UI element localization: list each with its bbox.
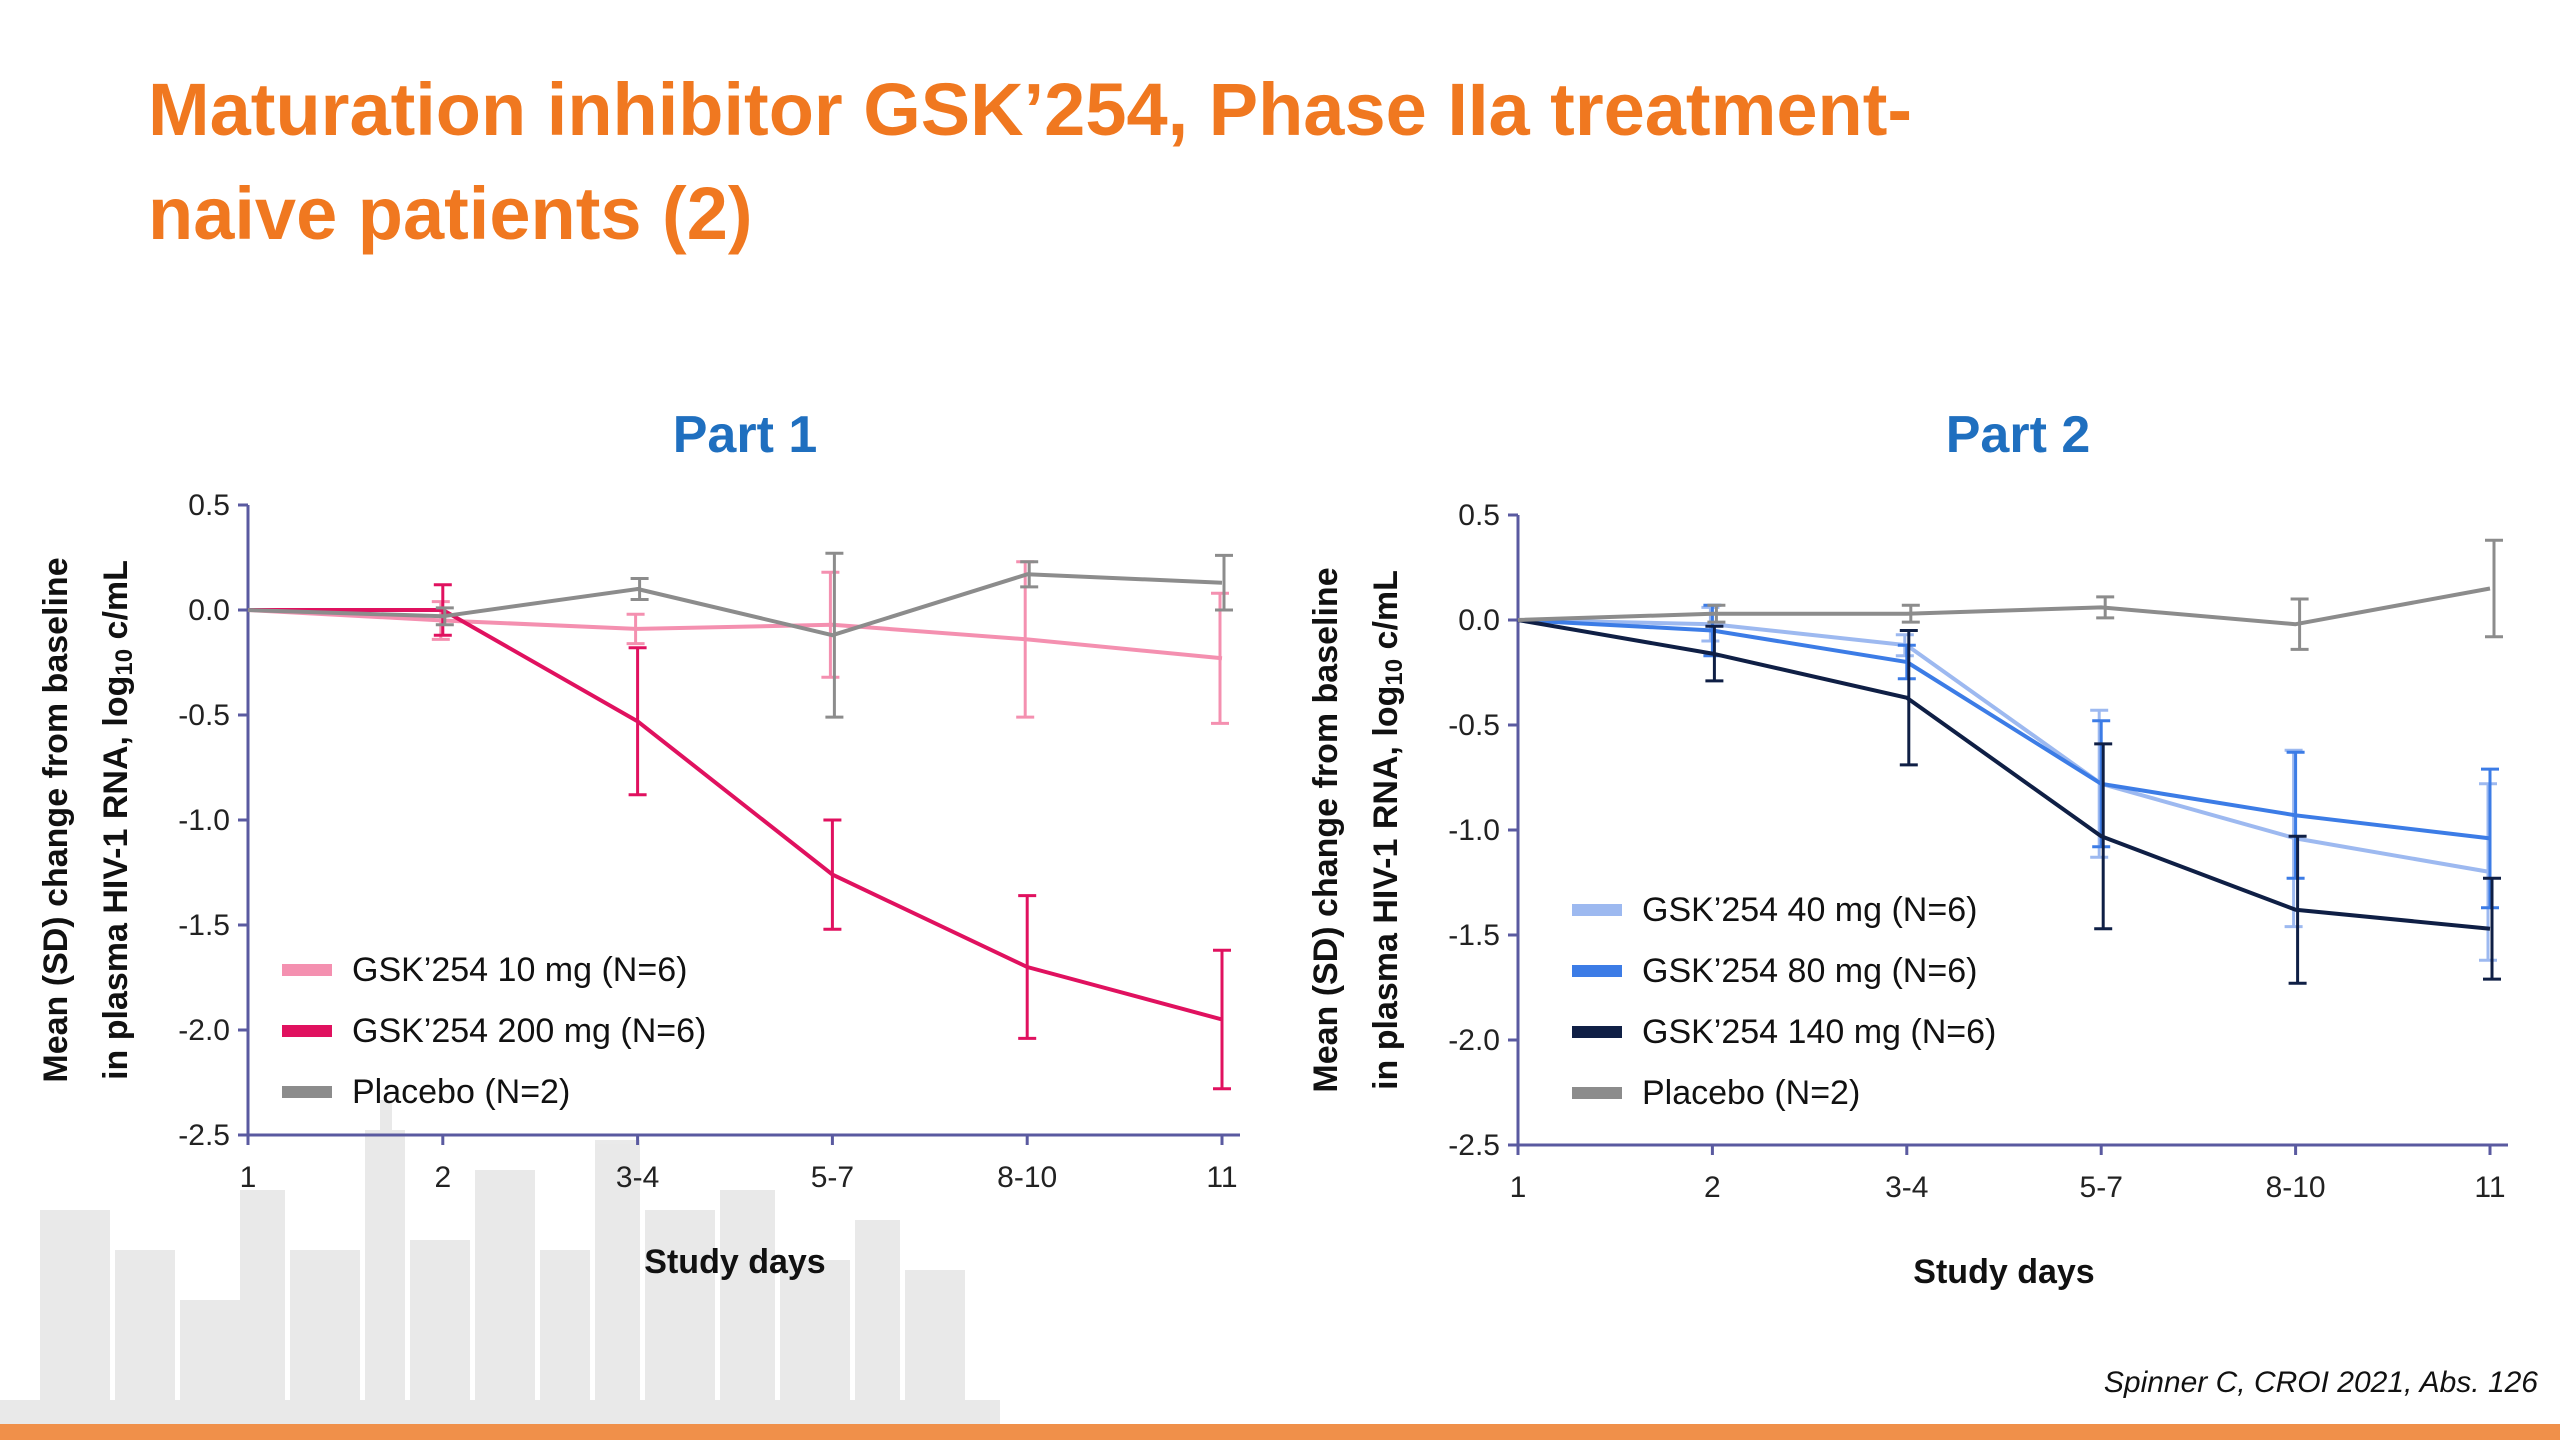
series-4 (1517, 538, 2503, 651)
y-axis-label-line1: Mean (SD) change from baseline (1307, 567, 1345, 1092)
x-tick-label: 2 (434, 1161, 451, 1194)
series-line (247, 608, 1223, 661)
x-tick-label: 1 (1510, 1171, 1527, 1204)
source-citation: Spinner C, CROI 2021, Abs. 126 (2103, 1366, 2538, 1399)
legend-label: GSK’254 200 mg (N=6) (352, 1012, 706, 1050)
x-tick-label: 11 (2474, 1171, 2505, 1204)
x-tick-label: 8-10 (997, 1161, 1057, 1194)
series-line (1517, 618, 2491, 931)
x-tick-label: 3-4 (1885, 1171, 1928, 1204)
x-axis-label: Study days (1913, 1253, 2094, 1291)
x-tick-label: 2 (1704, 1171, 1721, 1204)
y-axis-label-line1: Mean (SD) change from baseline (37, 557, 75, 1082)
y-tick-label: 0.5 (188, 489, 230, 522)
y-tick-label: -2.5 (1448, 1129, 1500, 1162)
chart-title: Part 1 (673, 406, 818, 464)
legend-swatch (282, 1086, 332, 1098)
legend-swatch (282, 964, 332, 976)
x-tick-label: 5-7 (2080, 1171, 2123, 1204)
y-tick-label: 0.5 (1458, 499, 1500, 532)
slide-title: Maturation inhibitor GSK’254, Phase IIa … (148, 68, 1913, 255)
legend-label: GSK’254 140 mg (N=6) (1642, 1013, 1996, 1051)
y-tick-label: -1.5 (178, 909, 230, 942)
series-line (1517, 618, 2491, 841)
legend-label: Placebo (N=2) (352, 1073, 570, 1111)
legend-label: GSK’254 40 mg (N=6) (1642, 891, 1977, 929)
series-1 (247, 560, 1229, 725)
x-tick-label: 5-7 (811, 1161, 854, 1194)
y-tick-label: -2.5 (178, 1119, 230, 1152)
chart-panel-2: Part 2 0.5 0.0 -0.5 -1.0 -1.5 -2.0 -2.5 1 2 3-4 5-7… (1307, 406, 2508, 1291)
x-tick-label: 8-10 (2266, 1171, 2326, 1204)
legend-swatch (1572, 1087, 1622, 1099)
y-axis-label-line2: in plasma HIV-1 RNA, log10 c/mL (1367, 570, 1408, 1090)
series-2 (247, 583, 1231, 1091)
series-line (248, 608, 1223, 1022)
series-2 (1517, 603, 2499, 910)
series-3 (1517, 618, 2501, 985)
y-tick-label: 0.0 (1458, 604, 1500, 637)
x-axis-label: Study days (644, 1243, 825, 1281)
legend: GSK’254 10 mg (N=6) GSK’254 200 mg (N=6) P… (282, 951, 706, 1111)
series-line (1517, 586, 2491, 627)
legend-swatch (282, 1025, 332, 1037)
legend-label: GSK’254 80 mg (N=6) (1642, 952, 1977, 990)
legend: GSK’254 40 mg (N=6) GSK’254 80 mg (N=6) GS… (1572, 891, 1996, 1112)
y-tick-label: -1.0 (178, 804, 230, 837)
y-tick-label: -0.5 (1448, 709, 1500, 742)
x-tick-label: 11 (1206, 1161, 1237, 1194)
y-tick-label: -2.0 (178, 1014, 230, 1047)
chart-title: Part 2 (1946, 406, 2091, 464)
bottom-accent-bar (0, 1424, 2560, 1440)
y-tick-label: -1.5 (1448, 919, 1500, 952)
y-tick-label: -2.0 (1448, 1024, 1500, 1057)
x-tick-label: 3-4 (616, 1161, 659, 1194)
series-line (1517, 618, 2491, 874)
y-tick-label: -0.5 (178, 699, 230, 732)
y-tick-label: 0.0 (188, 594, 230, 627)
y-axis-label-line2: in plasma HIV-1 RNA, log10 c/mL (97, 560, 138, 1080)
legend-swatch (1572, 1026, 1622, 1038)
legend-swatch (1572, 904, 1622, 916)
y-tick-label: -1.0 (1448, 814, 1500, 847)
series-3 (247, 551, 1233, 719)
chart-panel-1: Part 1 0.5 0.0 -0.5 -1.0 -1.5 -2.0 -2.5 1 2 3-4 5-7… (37, 406, 1240, 1281)
legend-label: Placebo (N=2) (1642, 1074, 1860, 1112)
x-tick-label: 1 (240, 1161, 257, 1194)
series-line (247, 572, 1223, 638)
legend-swatch (1572, 965, 1622, 977)
legend-label: GSK’254 10 mg (N=6) (352, 951, 687, 989)
